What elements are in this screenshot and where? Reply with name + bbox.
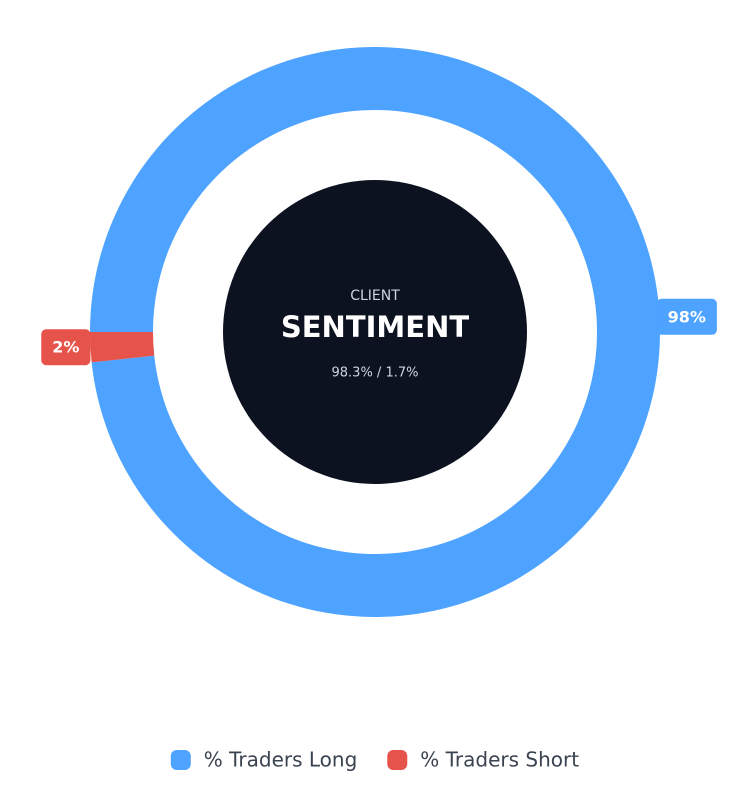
- legend-label: % Traders Long: [204, 748, 358, 772]
- legend-swatch: [387, 750, 408, 770]
- center-text: 98.3% / 1.7%: [332, 366, 419, 381]
- legend-label: % Traders Short: [420, 748, 579, 772]
- value-label-group: 98%: [656, 298, 717, 335]
- value-label-box: [656, 298, 717, 335]
- legend-swatch: [170, 750, 191, 770]
- slice: [90, 332, 155, 363]
- value-label: 2%: [52, 338, 79, 357]
- value-label-group: 2%: [41, 329, 91, 366]
- center-disc: [223, 180, 527, 484]
- center-title: SENTIMENT: [281, 310, 469, 344]
- value-label: 98%: [668, 307, 706, 326]
- value-label-box: [41, 329, 91, 366]
- center-label: CLIENT: [350, 288, 400, 304]
